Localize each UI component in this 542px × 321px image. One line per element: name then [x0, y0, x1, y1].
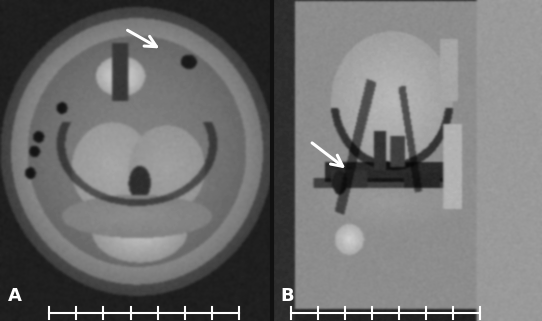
Text: B: B — [280, 287, 294, 305]
Text: A: A — [8, 287, 22, 305]
